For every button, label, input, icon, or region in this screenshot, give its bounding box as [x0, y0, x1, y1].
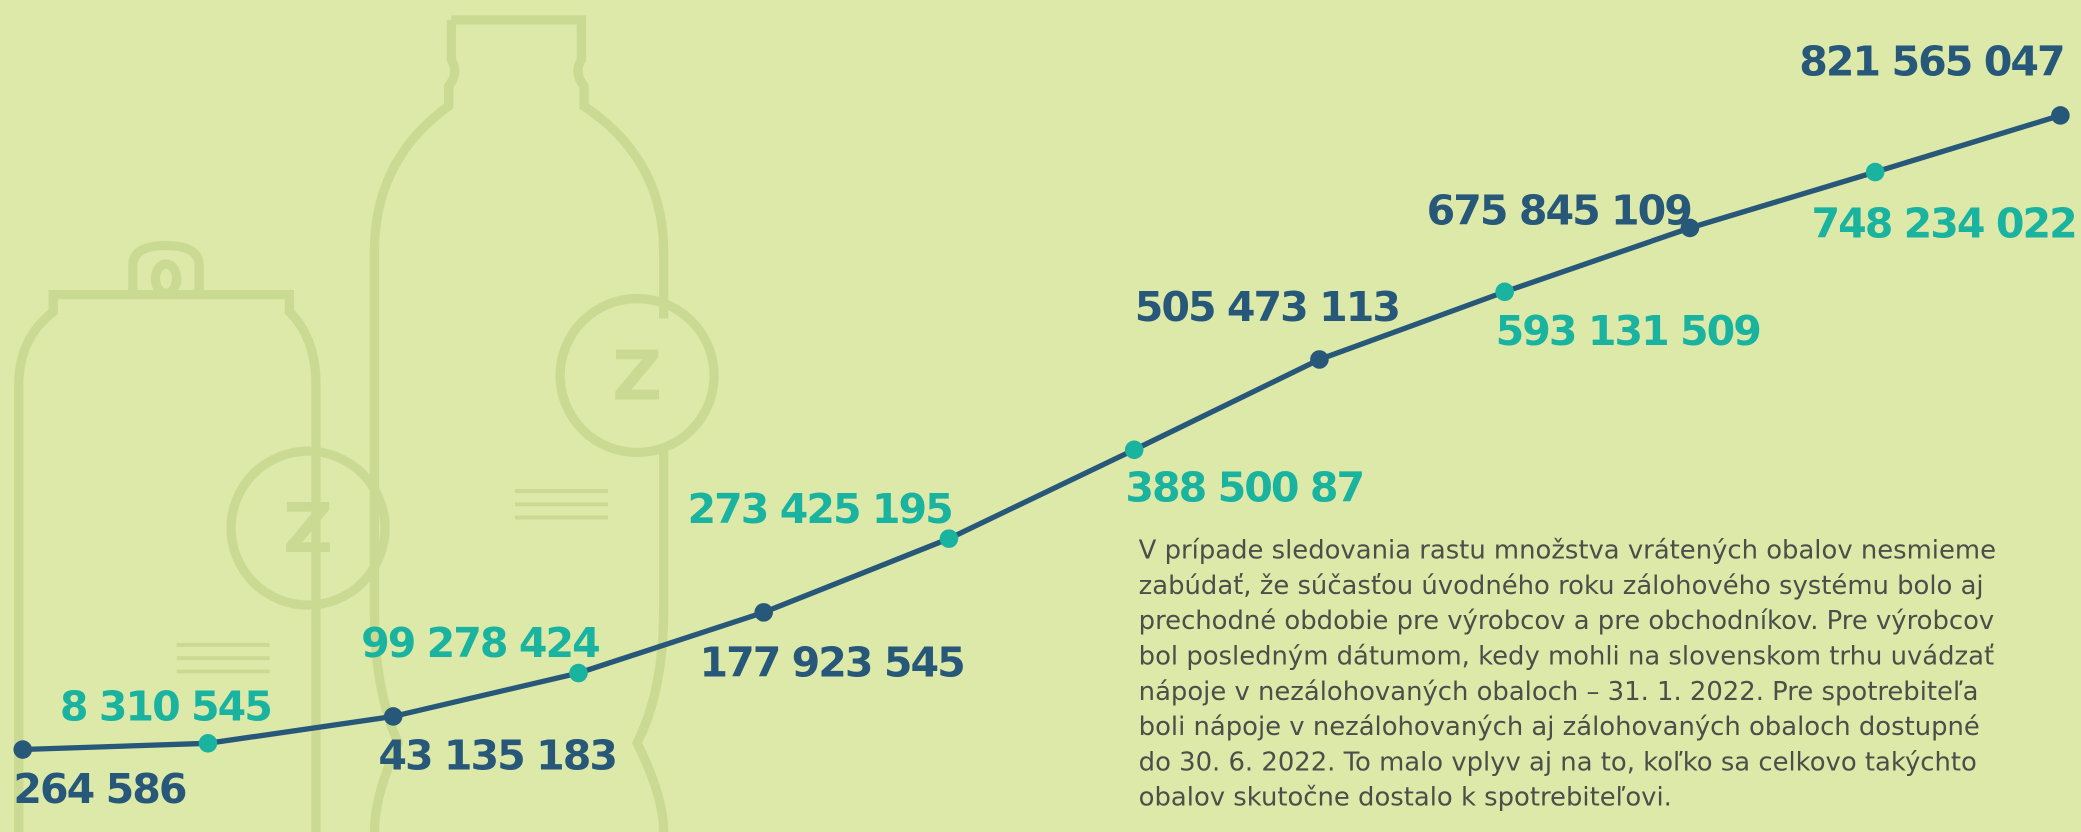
decoration: Z Z	[14, 15, 719, 832]
can-logo-letter: Z	[283, 489, 333, 569]
point	[939, 529, 959, 548]
point	[1310, 350, 1329, 369]
stripes	[176, 488, 608, 674]
can-tab	[128, 240, 204, 295]
can-outline	[14, 289, 321, 832]
point	[569, 663, 588, 683]
bottle-logo-letter: Z	[612, 336, 662, 416]
point	[754, 603, 773, 622]
value-label: 177 923 545	[699, 639, 963, 687]
line	[22, 112, 2062, 753]
note-line: prechodné obdobie pre výrobcov a pre obc…	[1139, 606, 1995, 636]
note-line: do 30. 6. 2022. To malo vplyv aj na to, …	[1139, 747, 1977, 777]
note-line: obalov skutočne dostalo k spotrebiteľovi…	[1139, 783, 1672, 813]
point	[1865, 162, 1885, 182]
bottle-logo	[555, 293, 719, 458]
value-label: 264 586	[13, 765, 185, 813]
note-line: bol posledným dátumom, kedy mohli na slo…	[1139, 642, 1994, 672]
can-logo	[226, 446, 390, 610]
value-label: 505 473 113	[1135, 283, 1399, 331]
value-label: 273 425 195	[688, 485, 952, 533]
point	[198, 734, 218, 753]
note-line: boli nápoje v nezálohovaných aj zálohova…	[1139, 712, 1980, 742]
point	[383, 707, 403, 726]
note-line: V prípade sledovania rastu množstva vrát…	[1139, 536, 1996, 566]
value-label: 593 131 509	[1496, 307, 1760, 355]
point	[1680, 218, 1700, 238]
value-label: 99 278 424	[361, 619, 599, 667]
value-label: 675 845 109	[1427, 186, 1691, 234]
point	[1495, 282, 1514, 302]
value-label: 8 310 545	[60, 683, 271, 731]
value-label: 748 234 022	[1811, 200, 2075, 248]
point	[13, 740, 33, 759]
point	[1124, 440, 1144, 460]
value-label: 388 500 87	[1125, 464, 1363, 512]
can-hole	[150, 259, 182, 298]
note-line: zabúdať, že súčasťou úvodného roku záloh…	[1139, 571, 1984, 601]
value-label: 43 135 183	[378, 732, 616, 780]
bottle-outline	[369, 15, 669, 832]
note-line: nápoje v nezálohovaných obaloch – 31. 1.…	[1139, 677, 1979, 707]
value-label: 821 565 047	[1799, 38, 2063, 86]
point	[2051, 106, 2070, 125]
